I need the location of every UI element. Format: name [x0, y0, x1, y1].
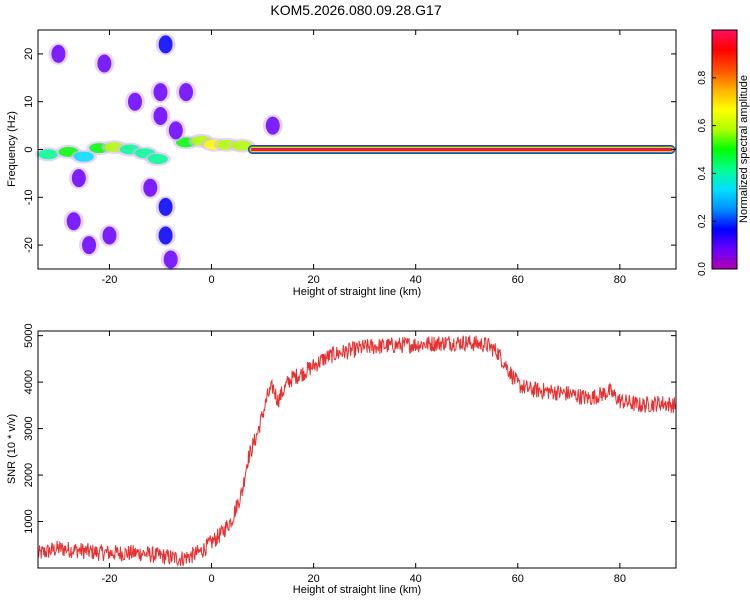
heatmap-blob — [51, 44, 66, 63]
heatmap-blob — [38, 149, 59, 160]
spectrogram-xtick-label: 40 — [410, 274, 422, 286]
spectrogram-xtick-label: 0 — [208, 274, 214, 286]
snr-xlabel: Height of straight line (km) — [293, 584, 421, 596]
heatmap-blob — [153, 83, 168, 102]
heatmap-blob — [82, 236, 97, 255]
colorbar-frame — [711, 29, 738, 270]
snr-ticks: -20 0 20 40 60 80 1000 2000 3000 4000 5000 — [23, 323, 676, 585]
spectrogram-xtick-label: -20 — [102, 274, 118, 286]
snr-xtick-label: -20 — [102, 573, 118, 585]
colorbar-tick-label: 0.8 — [697, 70, 708, 84]
snr-ytick-label: 4000 — [23, 370, 35, 394]
colorbar-tick-label: 0.4 — [697, 166, 708, 180]
heatmap-blob — [102, 226, 117, 245]
heatmap-blob — [168, 121, 183, 140]
heatmap-blob — [73, 151, 94, 162]
snr-ytick-label: 3000 — [23, 416, 35, 440]
spectrogram-xtick-label: 80 — [614, 274, 626, 286]
spectrogram-ytick-label: -10 — [23, 189, 35, 205]
spectrogram-ytick-label: 10 — [23, 96, 35, 108]
figure-title: KOM5.2026.080.09.28.G17 — [270, 2, 441, 18]
heatmap-blob — [97, 54, 112, 73]
colorbar-ticks: 0.0 0.2 0.4 0.6 0.8 — [697, 29, 738, 276]
snr-xtick-label: 80 — [614, 573, 626, 585]
heatmap-blob — [232, 140, 253, 151]
snr-ylabel: SNR (10 * v/v) — [6, 414, 18, 484]
snr-ytick-label: 1000 — [23, 509, 35, 533]
heatmap-blobs — [35, 33, 283, 271]
spectrogram-xlabel: Height of straight line (km) — [293, 286, 421, 298]
colorbar-label: Normalized spectral amplitude — [738, 75, 750, 223]
spectrogram-ytick-label: 0 — [23, 146, 35, 152]
snr-ytick-label: 5000 — [23, 323, 35, 347]
heatmap-blob — [179, 83, 194, 102]
colorbar-gradient — [712, 30, 737, 269]
snr-frame — [37, 330, 677, 569]
colorbar-tick-label: 0.6 — [697, 118, 708, 132]
snr-xtick-label: 0 — [208, 573, 214, 585]
snr-xtick-label: 40 — [410, 573, 422, 585]
snr-xtick-label: 20 — [307, 573, 319, 585]
snr-series-line — [37, 335, 677, 567]
colorbar: 0.0 0.2 0.4 0.6 0.8 Normalized spectral ampl… — [697, 29, 750, 276]
snr-xtick-label: 60 — [512, 573, 524, 585]
snr-panel: -20 0 20 40 60 80 1000 2000 3000 4000 5000 Height … — [6, 323, 677, 596]
heatmap-blob — [158, 35, 173, 54]
spectrogram-ytick-label: 20 — [23, 48, 35, 60]
heatmap-blob — [143, 178, 158, 197]
spectrogram-ylabel: Frequency (Hz) — [6, 111, 18, 187]
heatmap-blob — [147, 154, 168, 165]
spectrogram-xtick-label: 60 — [512, 274, 524, 286]
heatmap-blob — [158, 226, 173, 245]
snr-background — [38, 331, 676, 568]
spectrogram-xtick-label: 20 — [307, 274, 319, 286]
spectrogram-ticks: -20 0 20 40 60 80 -20 -10 0 10 20 — [23, 30, 676, 286]
heatmap-blob — [163, 250, 178, 269]
heatmap-blob — [66, 212, 81, 231]
heatmap-blob — [158, 197, 173, 216]
heatmap-blob — [265, 116, 280, 135]
spectrogram-ytick-label: -20 — [23, 237, 35, 253]
colorbar-tick-label: 0.0 — [697, 262, 708, 276]
snr-ytick-label: 2000 — [23, 463, 35, 487]
heatmap-blob — [127, 92, 142, 111]
heatmap-blob — [71, 169, 86, 188]
colorbar-tick-label: 0.2 — [697, 214, 708, 228]
spectrogram-panel: -20 0 20 40 60 80 -20 -10 0 10 20 Height of straig… — [6, 29, 677, 298]
heatmap-blob — [153, 107, 168, 126]
